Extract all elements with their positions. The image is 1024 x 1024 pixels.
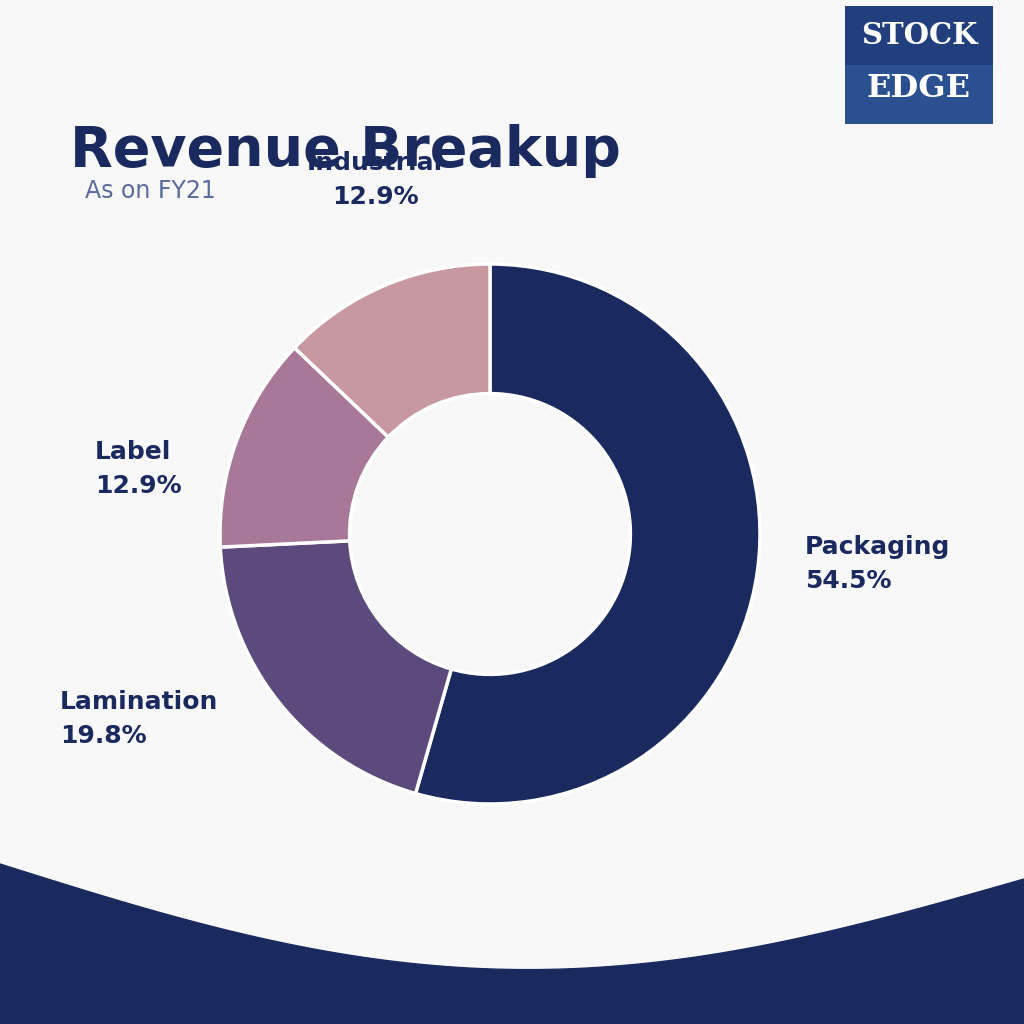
Text: EDGE: EDGE xyxy=(867,73,971,104)
Text: Revenue Breakup: Revenue Breakup xyxy=(70,124,621,178)
FancyBboxPatch shape xyxy=(845,6,993,65)
Wedge shape xyxy=(220,348,388,547)
Text: STOCK: STOCK xyxy=(861,22,977,50)
Text: Label
12.9%: Label 12.9% xyxy=(95,440,181,498)
Text: As on FY21: As on FY21 xyxy=(85,179,216,203)
Text: Industrial
12.9%: Industrial 12.9% xyxy=(307,152,443,209)
FancyBboxPatch shape xyxy=(845,6,993,124)
Polygon shape xyxy=(0,864,1024,1024)
Text: Lamination
19.8%: Lamination 19.8% xyxy=(60,690,218,748)
Wedge shape xyxy=(295,264,490,437)
Text: Packaging
54.5%: Packaging 54.5% xyxy=(805,536,950,593)
Wedge shape xyxy=(220,541,452,794)
Wedge shape xyxy=(416,264,760,804)
